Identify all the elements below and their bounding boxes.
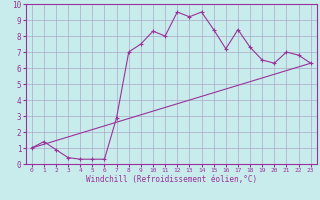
- X-axis label: Windchill (Refroidissement éolien,°C): Windchill (Refroidissement éolien,°C): [86, 175, 257, 184]
